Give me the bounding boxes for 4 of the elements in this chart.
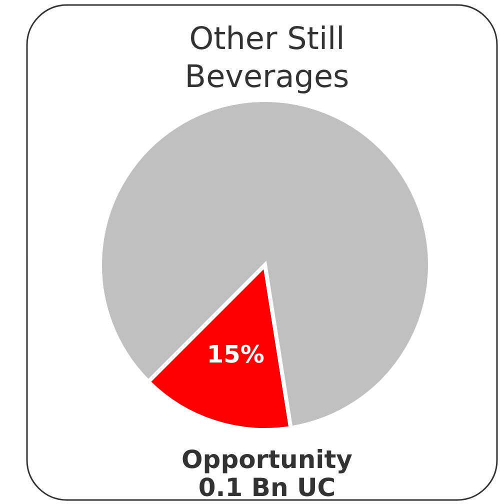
text: 0.1 Bn UC [198,473,336,502]
data-label: 15% [206,340,264,368]
chart-title: Other Still Beverages [184,21,350,95]
text: Opportunity [182,445,352,474]
